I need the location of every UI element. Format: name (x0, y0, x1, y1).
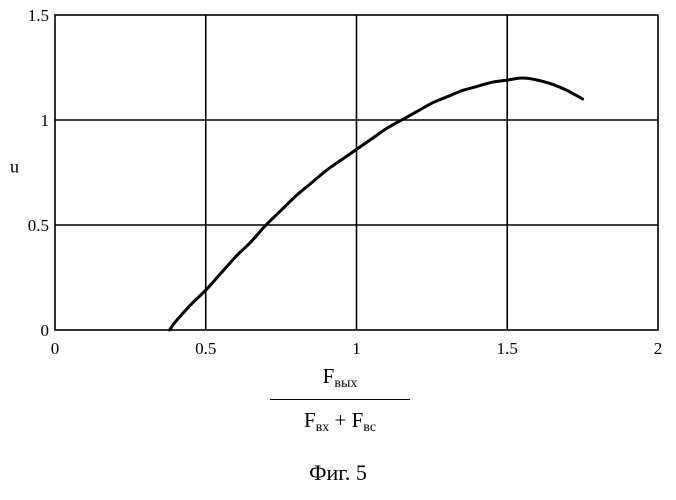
x-tick-label-3: 1.5 (497, 339, 518, 358)
denominator-subscript-2: вс (363, 420, 376, 435)
x-axis-label-denominator: Fвх + Fвс (270, 400, 410, 435)
denominator-symbol-1: F (304, 408, 316, 432)
numerator-subscript: вых (334, 376, 357, 391)
y-tick-label-0: 0 (41, 321, 50, 340)
numerator-symbol: F (323, 364, 335, 388)
denominator-subscript-1: вх (316, 420, 330, 435)
x-tick-label-1: 0.5 (195, 339, 216, 358)
tick-labels: 0 0.5 1 1.5 2 0 0.5 1 1.5 (28, 6, 663, 358)
x-tick-label-2: 1 (352, 339, 361, 358)
grid (55, 15, 658, 330)
x-axis-label: Fвых Fвх + Fвс (270, 366, 410, 435)
x-axis-label-numerator: Fвых (270, 366, 410, 397)
x-tick-label-4: 2 (654, 339, 663, 358)
denominator-symbol-2: F (352, 408, 364, 432)
figure-caption: Фиг. 5 (288, 460, 388, 486)
y-axis-label: u (10, 157, 19, 177)
y-tick-label-1: 0.5 (28, 216, 49, 235)
x-tick-label-0: 0 (51, 339, 60, 358)
series-line (170, 78, 583, 330)
y-tick-label-3: 1.5 (28, 6, 49, 25)
y-tick-label-2: 1 (41, 111, 50, 130)
denominator-operator: + (335, 408, 347, 432)
